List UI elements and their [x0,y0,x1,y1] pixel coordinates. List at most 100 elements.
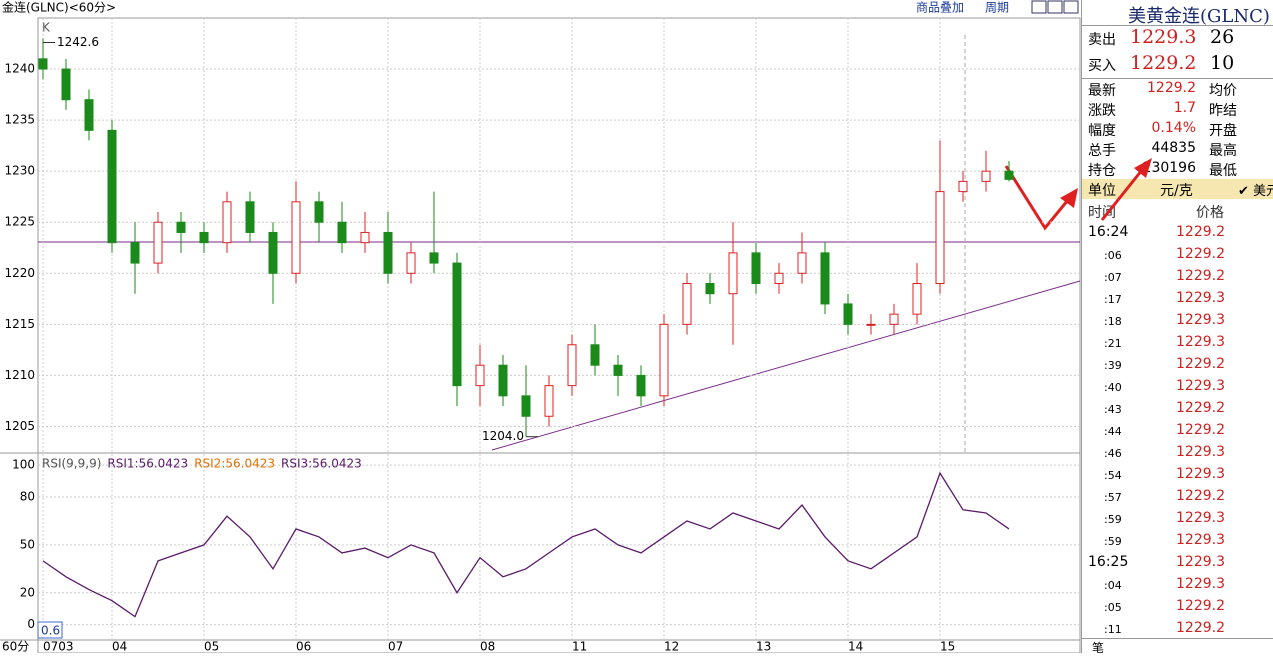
ticks-header: 价格 [1196,205,1224,221]
zoom-button[interactable] [1031,0,1047,14]
candle-body [245,201,255,233]
tick-price: 1229.2 [1176,246,1225,262]
rsi-line [42,471,1010,618]
chart-title: 金连(GLNC)<60分> [2,0,116,15]
candle-body [728,252,738,295]
candle-body [935,191,945,285]
tick-price: 1229.3 [1176,554,1225,570]
candle-body [797,252,807,274]
tick-price: 1229.3 [1176,466,1225,482]
tick-price: 1229.3 [1176,334,1225,350]
overlay-button[interactable]: 商品叠加 [916,0,964,15]
candle-body [429,252,439,264]
arrow-layer [1100,158,1152,221]
tick-price: 1229.2 [1176,356,1225,372]
tick-price: 1229.3 [1176,290,1225,306]
candle-body [452,262,462,387]
candle-body [153,221,163,264]
buy-price: 1229.2 [1130,52,1197,74]
stat-label: 均价 [1209,83,1237,99]
tick-time: :40 [1104,381,1122,394]
stat-value: 0.14% [1151,120,1196,136]
tick-price: 1229.2 [1176,268,1225,284]
candle-body [567,344,577,387]
candle-body [981,170,991,182]
y-tick-label: 20 [20,585,35,599]
stat-label: 幅度 [1088,123,1116,139]
legend-entry: RSI(9,9,9) [42,457,101,471]
tick-price: 1229.3 [1176,444,1225,460]
candle-body [222,201,232,244]
tick-price: 1229.2 [1176,598,1225,614]
candle-body [383,231,393,274]
candle-body [659,323,669,397]
candle-body [475,364,485,387]
zoom-button[interactable] [1063,0,1079,14]
period-button[interactable]: 周期 [985,1,1009,15]
stat-label: 最高 [1209,143,1237,159]
y-tick-label: 100 [12,458,35,472]
x-tick-label: 12 [664,640,679,654]
stat-label: 最低 [1209,163,1237,179]
stat-label: 涨跌 [1088,103,1116,119]
tick-price: 1229.2 [1176,400,1225,416]
candle-body [61,68,71,101]
x-tick-label: 14 [848,640,863,654]
divider [1082,25,1273,26]
candle-body [521,395,531,417]
candle-body [843,303,853,325]
stat-label: 持仓 [1088,163,1116,179]
tick-time: :46 [1104,447,1122,460]
y-tick-label: 50 [20,537,35,551]
plot-frame [37,17,1081,653]
x-tick-label: 08 [480,640,495,654]
x-tick-label: 0703 [43,640,74,654]
y-tick-label: 0 [27,617,35,631]
candle-body [337,221,347,244]
footer: 笔 [1092,641,1105,655]
tick-time: :44 [1104,425,1122,438]
stat-label: 开盘 [1209,123,1237,139]
candle-body [889,313,899,325]
stat-label: 昨结 [1209,103,1237,119]
stat-label: 最新 [1088,83,1116,99]
y-tick-label: 1215 [4,317,35,331]
tick-time: :59 [1104,513,1122,526]
buy-label: 买入 [1088,58,1116,74]
zoom-button[interactable] [1047,0,1063,14]
y-tick-label: 1225 [4,215,35,229]
candle-body [544,385,554,417]
candle-body [268,231,278,274]
currency[interactable]: ✔ 美元 [1238,184,1273,199]
candle-body [705,283,715,295]
candle-body [314,201,324,223]
candle-body [199,231,209,244]
tick-price: 1229.3 [1176,312,1225,328]
sell-label: 卖出 [1088,32,1116,48]
y-tick-label: 1220 [4,266,35,280]
annotation: 1242.6 [57,35,99,49]
tick-time: :39 [1104,359,1122,372]
candle-body [866,323,876,326]
candle-body [130,242,140,264]
y-tick-label: 1240 [4,62,35,76]
tick-time: :04 [1104,579,1122,592]
tick-price: 1229.3 [1176,576,1225,592]
candle-body [636,374,646,397]
tick-time: :21 [1104,337,1122,350]
candle-body [406,252,416,274]
legend-entry: RSI1:56.0423 [107,457,188,471]
tick-time: :05 [1104,601,1122,614]
y-tick-label: 1210 [4,368,35,382]
tick-price: 1229.3 [1176,532,1225,548]
candle-body [682,283,692,325]
x-tick-label: 11 [572,640,587,654]
candle-body [751,252,761,285]
candle-body [107,129,117,244]
tick-time: :11 [1104,623,1122,636]
corner-label: K [42,21,51,35]
tick-time: :57 [1104,491,1122,504]
divider [1082,78,1273,79]
candle-body [820,252,830,305]
